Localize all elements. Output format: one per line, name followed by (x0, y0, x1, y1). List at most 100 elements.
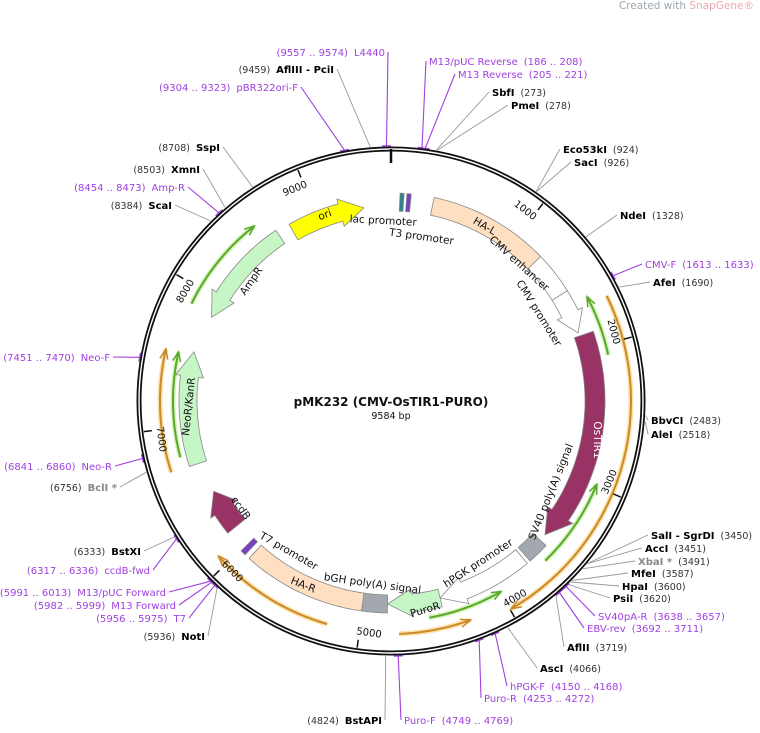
site-label-m13-puc-reverse[interactable]: M13/pUC Reverse(186 .. 208) (429, 57, 583, 68)
site-name: Amp-R (152, 183, 186, 194)
site-label-afei[interactable]: AfeI(1690) (653, 278, 713, 289)
site-label-acci[interactable]: AccI(3451) (645, 544, 706, 555)
site-label-pbr322ori-f[interactable]: (9304 .. 9323) pBR322ori-F (159, 83, 298, 94)
feature-label-t3-promoter[interactable]: T3 promoter (387, 226, 455, 247)
site-leader (572, 573, 628, 581)
site-label-hpgk-f[interactable]: hPGK-F(4150 .. 4168) (510, 682, 623, 693)
plasmid-length: 9584 bp (371, 411, 410, 422)
feature-label-lac-promoter[interactable]: lac promoter (349, 213, 417, 229)
site-name: M13 Forward (111, 601, 176, 612)
site-label-neo-r[interactable]: (6841 .. 6860)Neo-R (4, 462, 112, 473)
site-label-m13-forward[interactable]: (5982 .. 5999) M13 Forward (34, 601, 176, 612)
site-pos: (4749 .. 4769) (442, 716, 514, 727)
site-label-afliii-pcii[interactable]: (9459)AflIII - PciI (239, 65, 334, 76)
site-label-bcli[interactable]: (6756) BclI * (50, 483, 118, 494)
site-leader (144, 537, 175, 551)
site-label-ndei[interactable]: NdeI (1328) (620, 211, 684, 222)
site-label-amp-r[interactable]: (8454 .. 8473)Amp-R (74, 183, 185, 194)
site-pos: (8384) (111, 201, 143, 212)
site-name: Eco53kI (563, 145, 607, 156)
site-label-puro-f[interactable]: Puro-F(4749 .. 4769) (404, 716, 513, 727)
feature-ampr[interactable] (212, 230, 285, 317)
tick-mark (214, 570, 220, 576)
site-name: SalI - SgrDI (651, 531, 715, 542)
site-label-ccdb-fwd[interactable]: (6317 .. 6336)ccdB-fwd (27, 566, 150, 577)
site-label-t7[interactable]: (5956 .. 5975)T7 (96, 614, 186, 625)
site-label-neo-f[interactable]: (7451 .. 7470)Neo-F (3, 353, 110, 364)
site-leader (387, 52, 389, 146)
site-label-psii[interactable]: PsiI(3620) (613, 594, 671, 605)
site-label-hpai[interactable]: HpaI(3600) (622, 582, 686, 593)
site-label-aflii[interactable]: AflII(3719) (567, 643, 627, 654)
site-label-cmv-f[interactable]: CMV-F(1613 .. 1633) (645, 260, 754, 271)
site-pos: (9304 .. 9323) (159, 83, 231, 94)
site-name: Puro-R (484, 694, 517, 705)
site-label-l4440[interactable]: (9557 .. 9574)L4440 (277, 48, 385, 59)
site-label-eco53ki[interactable]: Eco53kI(924) (563, 145, 638, 156)
site-pos: (3638 .. 3657) (653, 612, 725, 623)
site-pos: (186 .. 208) (524, 57, 583, 68)
site-name: HpaI (622, 582, 648, 593)
site-leader (568, 584, 610, 598)
site-pos: (3587) (662, 569, 694, 580)
site-name: AccI (645, 544, 668, 555)
site-label-m13-reverse[interactable]: M13 Reverse (205 .. 221) (458, 70, 588, 81)
site-label-pmei[interactable]: PmeI(278) (511, 101, 571, 112)
site-pos: (6756) (50, 483, 82, 494)
site-label-sali-sgrdi[interactable]: SalI - SgrDI(3450) (651, 531, 752, 542)
site-leader (301, 87, 345, 150)
tick-label: 9000 (281, 179, 309, 199)
feature-lac-promoter[interactable] (399, 193, 404, 211)
site-label-sbfi[interactable]: SbfI(273) (492, 88, 546, 99)
site-name: pBR322ori-F (236, 83, 298, 94)
site-name: SV40pA-R (598, 612, 647, 623)
site-leader (586, 215, 617, 237)
site-label-puro-r[interactable]: Puro-R(4253 .. 4272) (484, 694, 594, 705)
feature-cmv-promoter[interactable] (552, 291, 582, 333)
feature-t3-promoter[interactable] (406, 194, 412, 212)
site-label-bbvci[interactable]: BbvCI(2483) (651, 416, 721, 427)
site-name: AfeI (653, 278, 676, 289)
site-leader (208, 588, 217, 636)
tick-mark (511, 610, 515, 617)
tick-mark (538, 204, 543, 210)
site-label-noti[interactable]: (5936)NotI (144, 632, 205, 643)
site-pos: (6317 .. 6336) (27, 566, 99, 577)
site-label-saci[interactable]: SacI(926) (574, 158, 629, 169)
tick-mark (298, 170, 301, 177)
site-pos: (5982 .. 5999) (34, 601, 106, 612)
site-name: CMV-F (645, 260, 676, 271)
tick-label: 1000 (511, 199, 538, 223)
tick-mark (176, 275, 183, 279)
site-pos: (2483) (689, 416, 721, 427)
site-leader (188, 187, 219, 213)
site-label-ebv-rev[interactable]: EBV-rev(3692 .. 3711) (587, 624, 703, 635)
site-label-bstxi[interactable]: (6333)BstXI (74, 547, 141, 558)
site-pos: (278) (545, 101, 571, 112)
site-pos: (3692 .. 3711) (632, 624, 704, 635)
site-label-xbai[interactable]: XbaI *(3491) (638, 557, 710, 568)
site-pos: (205 .. 221) (529, 70, 588, 81)
site-pos: (6841 .. 6860) (4, 462, 76, 473)
site-label-asci[interactable]: AscI(4066) (540, 664, 601, 675)
site-pos: (6333) (74, 547, 106, 558)
site-name: NdeI (620, 211, 646, 222)
site-label-sspi[interactable]: (8708)SspI (158, 143, 220, 154)
site-name: M13/pUC Forward (77, 588, 166, 599)
site-label-sv40pa-r[interactable]: SV40pA-R (3638 .. 3657) (598, 612, 725, 623)
site-name: BclI * (88, 483, 118, 494)
site-label-mfei[interactable]: MfeI(3587) (631, 569, 693, 580)
site-pos: (1328) (652, 211, 684, 222)
site-label-alei[interactable]: AleI(2518) (651, 430, 710, 441)
site-leader (559, 593, 584, 629)
feature-bgh-poly-a-signal[interactable] (362, 593, 388, 613)
site-name: M13 Reverse (458, 70, 523, 81)
site-label-m13-puc-forward[interactable]: (5991 .. 6013)M13/pUC Forward (0, 588, 166, 599)
site-label-scai[interactable]: (8384)ScaI (111, 201, 172, 212)
watermark-prefix: Created with (619, 0, 690, 12)
feature-label-ostir1[interactable]: OsTIR1 (591, 421, 603, 458)
site-label-xmni[interactable]: (8503)XmnI (133, 165, 200, 176)
tick-mark (613, 494, 620, 497)
site-label-bstapi[interactable]: (4824)BstAPI (307, 716, 382, 727)
